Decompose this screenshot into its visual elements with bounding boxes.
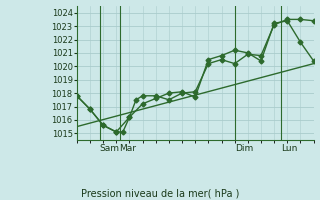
Text: Sam: Sam <box>100 144 120 153</box>
Text: Lun: Lun <box>281 144 297 153</box>
Text: Pression niveau de la mer( hPa ): Pression niveau de la mer( hPa ) <box>81 188 239 198</box>
Text: Dim: Dim <box>235 144 253 153</box>
Text: Mar: Mar <box>120 144 137 153</box>
